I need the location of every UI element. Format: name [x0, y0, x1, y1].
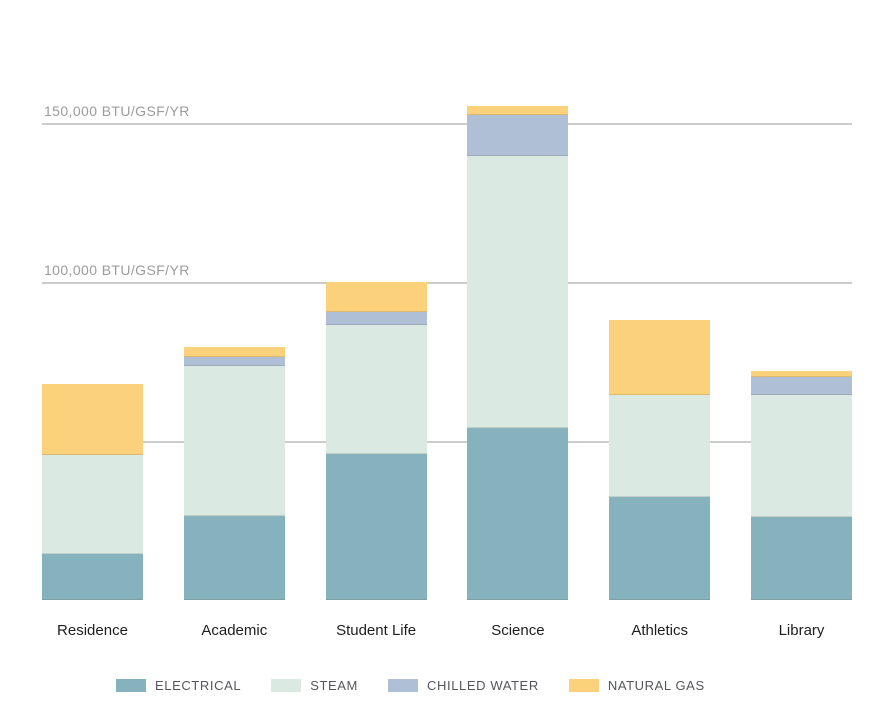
segment-electrical-residence [42, 553, 143, 600]
segment-natural-gas-residence [42, 383, 143, 456]
segment-chilled-water-library [751, 377, 852, 395]
legend-swatch-steam [271, 679, 302, 692]
segment-steam-library [751, 394, 852, 518]
legend-swatch-chilled-water [388, 679, 418, 692]
legend-item-chilled-water: CHILLED WATER [388, 678, 539, 693]
segment-steam-student-life [325, 324, 427, 454]
gridline-150000 [42, 123, 852, 125]
category-label-student-life: Student Life [336, 622, 417, 639]
legend-label-electrical: ELECTRICAL [155, 678, 242, 693]
category-label-residence: Residence [57, 622, 128, 639]
segment-electrical-academic [183, 515, 285, 600]
segment-steam-athletics [609, 394, 711, 497]
gridline-50000 [42, 441, 852, 443]
legend: ELECTRICAL STEAM CHILLED WATER NATURAL GAS [116, 678, 705, 693]
segment-steam-science [467, 156, 569, 429]
bar-athletics [609, 320, 711, 600]
bar-science [467, 105, 569, 600]
y-axis-tick-150k: 150,000 BTU/GSF/YR [44, 103, 190, 119]
legend-label-steam: STEAM [310, 678, 358, 693]
segment-natural-gas-library [751, 371, 852, 378]
segment-chilled-water-science [467, 115, 569, 157]
legend-swatch-electrical [116, 679, 146, 692]
segment-chilled-water-student-life [325, 312, 427, 325]
bar-residence [42, 383, 143, 600]
segment-natural-gas-student-life [325, 282, 427, 313]
segment-electrical-athletics [609, 496, 711, 600]
category-label-science: Science [491, 622, 545, 639]
legend-item-electrical: ELECTRICAL [116, 678, 241, 693]
category-label-academic: Academic [201, 622, 268, 639]
segment-steam-academic [183, 366, 285, 516]
segment-electrical-student-life [325, 453, 427, 600]
segment-natural-gas-athletics [609, 320, 711, 395]
segment-electrical-science [467, 428, 569, 600]
category-label-athletics: Athletics [631, 622, 689, 639]
y-axis-tick-100k: 100,000 BTU/GSF/YR [44, 262, 190, 278]
segment-natural-gas-academic [183, 347, 285, 357]
bar-student-life [325, 282, 427, 600]
legend-label-natural-gas: NATURAL GAS [607, 678, 705, 693]
gridline-100000 [42, 282, 852, 284]
segment-steam-residence [42, 455, 143, 554]
segment-natural-gas-science [467, 105, 569, 116]
bar-academic [183, 347, 285, 600]
legend-item-natural-gas: NATURAL GAS [568, 678, 705, 693]
segment-electrical-library [751, 517, 852, 600]
segment-chilled-water-academic [183, 356, 285, 367]
legend-item-steam: STEAM [271, 678, 358, 693]
bar-library [751, 371, 852, 600]
legend-swatch-natural-gas [568, 679, 599, 692]
legend-label-chilled-water: CHILLED WATER [427, 678, 539, 693]
category-label-library: Library [778, 622, 825, 639]
